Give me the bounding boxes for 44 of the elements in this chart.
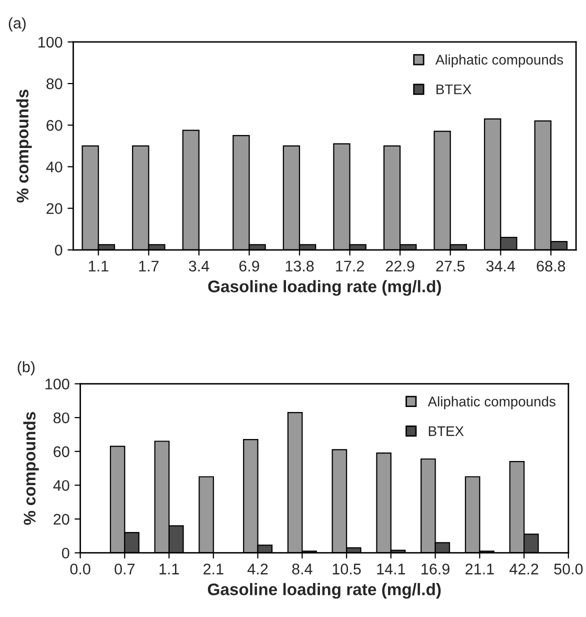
x-tick-label: 22.9 bbox=[386, 260, 414, 272]
x-axis-title: Gasoline loading rate (mg/l.d) bbox=[208, 280, 441, 296]
x-tick-label: 27.5 bbox=[436, 260, 465, 272]
y-tick-label: 20 bbox=[54, 514, 70, 525]
y-axis-title: % compounds bbox=[23, 412, 39, 525]
x-tick-label: 1.7 bbox=[139, 260, 159, 272]
x-tick-label: 50.0 bbox=[554, 564, 583, 574]
x-tick-label: 68.8 bbox=[536, 260, 566, 272]
x-axis-title: Gasoline loading rate (mg/l.d) bbox=[208, 583, 441, 599]
y-tick-label: 100 bbox=[38, 36, 62, 48]
y-tick-label: 100 bbox=[46, 378, 70, 390]
x-tick-label: 8.4 bbox=[292, 564, 312, 574]
y-tick-label: 20 bbox=[46, 203, 62, 214]
x-tick-label: 17.2 bbox=[336, 260, 364, 272]
x-tick-label: 1.1 bbox=[160, 564, 179, 574]
x-tick-label: 1.1 bbox=[88, 260, 108, 272]
y-tick-label: 40 bbox=[46, 162, 62, 172]
x-tick-label: 14.1 bbox=[377, 564, 406, 574]
y-tick-label: 40 bbox=[53, 480, 70, 491]
x-tick-label: 13.8 bbox=[286, 260, 314, 272]
legend-label: Aliphatic compounds bbox=[435, 54, 564, 68]
chart-title: (b) bbox=[18, 361, 35, 376]
y-axis-title: % compounds bbox=[16, 90, 32, 202]
x-tick-label: 0.0 bbox=[70, 564, 90, 574]
x-tick-label: 10.5 bbox=[332, 564, 361, 574]
legend-label: BTEX bbox=[428, 426, 464, 436]
x-tick-label: 16.9 bbox=[422, 564, 450, 574]
x-tick-label: 6.9 bbox=[239, 260, 260, 272]
x-tick-label: 21.1 bbox=[466, 564, 494, 574]
x-tick-label: 34.4 bbox=[486, 260, 516, 272]
y-tick-label: 80 bbox=[46, 78, 62, 90]
x-tick-label: 42.2 bbox=[510, 564, 538, 574]
x-tick-label: 0.7 bbox=[114, 564, 135, 574]
legend-label: Aliphatic compounds bbox=[428, 396, 556, 410]
y-tick-label: 60 bbox=[46, 120, 62, 131]
y-tick-label: 0 bbox=[54, 244, 62, 256]
y-tick-label: 80 bbox=[54, 412, 70, 424]
chart-title: (a) bbox=[8, 17, 26, 32]
x-tick-label: 3.4 bbox=[188, 260, 210, 272]
x-tick-label: 2.1 bbox=[204, 564, 224, 574]
y-tick-label: 0 bbox=[62, 548, 70, 559]
legend-label: BTEX bbox=[436, 84, 472, 94]
y-tick-label: 60 bbox=[54, 446, 70, 458]
x-tick-label: 4.2 bbox=[248, 564, 268, 574]
